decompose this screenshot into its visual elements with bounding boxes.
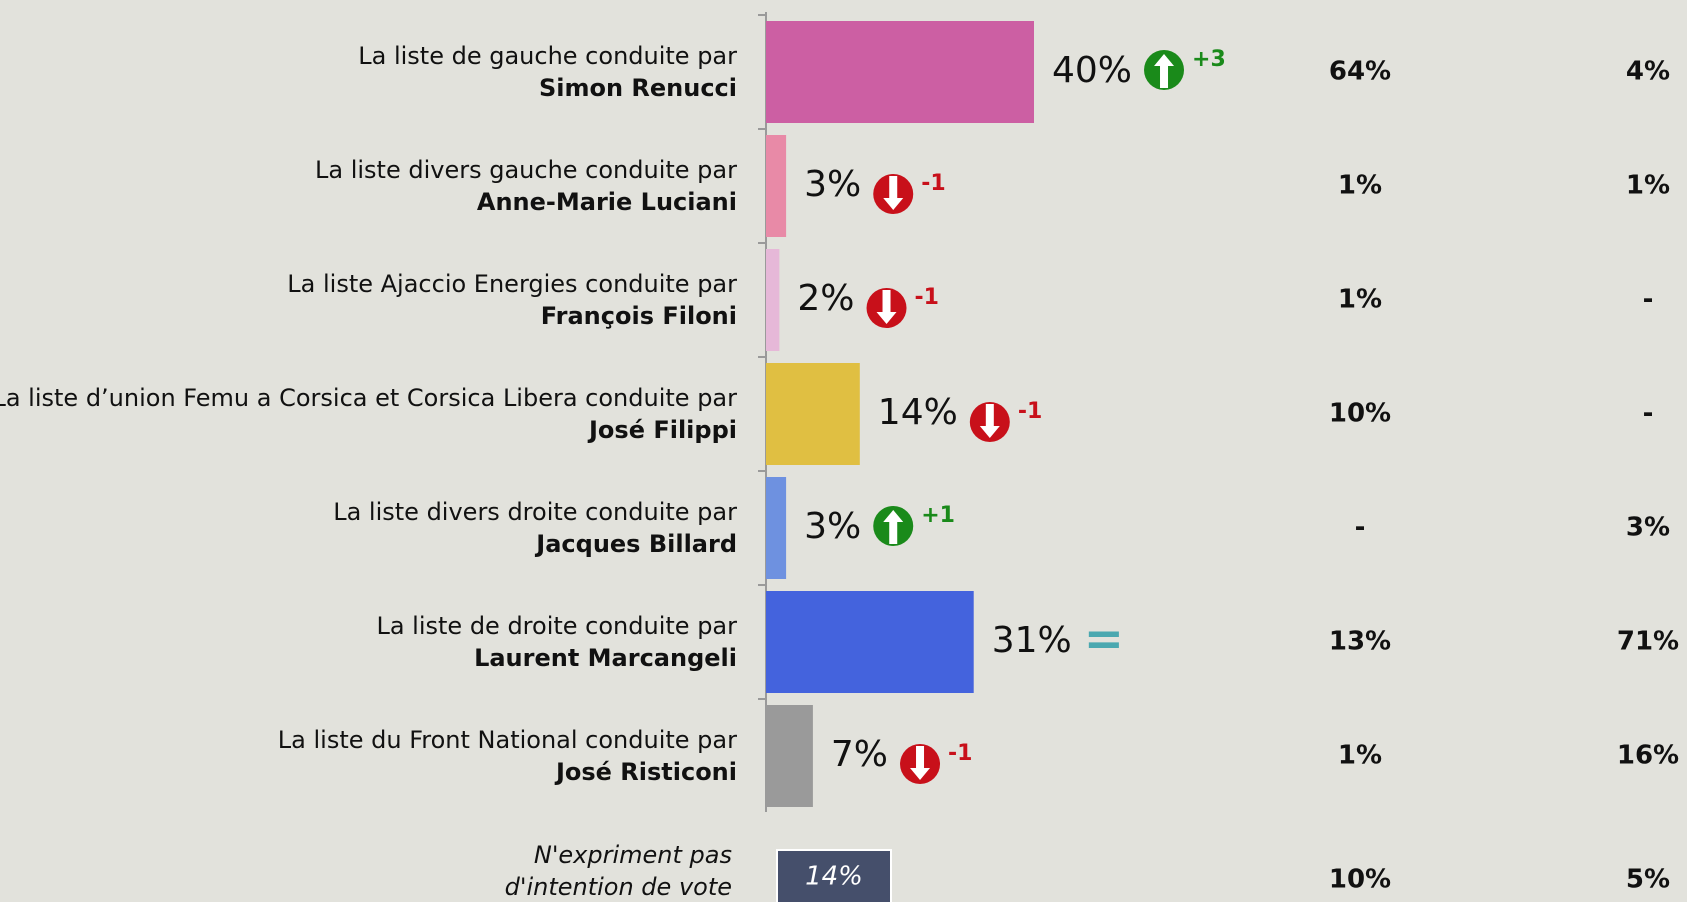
- value-label: 14%: [878, 392, 958, 433]
- column-2-value: 1%: [1626, 171, 1670, 201]
- change-icon: [900, 744, 941, 784]
- category-name: Jacques Billard: [534, 530, 737, 558]
- change-icon: [1144, 50, 1185, 90]
- category-prefix: La liste divers droite conduite par: [333, 498, 737, 526]
- value-label: 7%: [831, 734, 888, 775]
- category-name: Laurent Marcangeli: [474, 644, 737, 672]
- abstention-label: N'expriment pas: [534, 841, 732, 869]
- category-prefix: La liste du Front National conduite par: [278, 726, 737, 754]
- column-2-value: 71%: [1617, 627, 1679, 657]
- category-prefix: La liste d’union Femu a Corsica et Corsi…: [0, 384, 737, 412]
- column-2-value: 5%: [1626, 865, 1670, 895]
- category-name: François Filoni: [541, 302, 737, 330]
- abstention-box: [776, 849, 892, 902]
- category-prefix: La liste de droite conduite par: [376, 612, 737, 640]
- change-label: +3: [1192, 47, 1226, 72]
- change-icon: [873, 174, 914, 214]
- category-prefix: La liste Ajaccio Energies conduite par: [287, 270, 737, 298]
- column-2-value: 4%: [1626, 57, 1670, 87]
- abstention-label: d'intention de vote: [505, 873, 732, 901]
- abstention-value-label: 14%: [805, 862, 863, 892]
- bar: [766, 705, 813, 807]
- category-prefix: La liste divers gauche conduite par: [315, 156, 737, 184]
- change-icon: [969, 402, 1010, 442]
- change-icon: [866, 288, 907, 328]
- value-label: 2%: [797, 278, 854, 319]
- column-1-value: -: [1355, 513, 1366, 543]
- change-label: =: [1084, 611, 1124, 667]
- category-name: Anne-Marie Luciani: [477, 188, 737, 216]
- column-1-value: 10%: [1329, 865, 1391, 895]
- column-1-value: 1%: [1338, 171, 1382, 201]
- column-1-value: 1%: [1338, 741, 1382, 771]
- change-label: +1: [921, 503, 955, 528]
- column-2-value: -: [1643, 399, 1654, 429]
- column-1-value: 1%: [1338, 285, 1382, 315]
- value-label: 31%: [992, 620, 1072, 661]
- bar: [766, 363, 860, 465]
- category-name: Simon Renucci: [539, 74, 737, 102]
- column-1-value: 64%: [1329, 57, 1391, 87]
- change-label: -1: [1018, 399, 1042, 424]
- column-1-value: 10%: [1329, 399, 1391, 429]
- change-label: -1: [915, 285, 939, 310]
- column-2-value: -: [1643, 285, 1654, 315]
- column-1-value: 13%: [1329, 627, 1391, 657]
- bar: [766, 249, 780, 351]
- bar: [766, 591, 974, 693]
- column-2-value: 16%: [1617, 741, 1679, 771]
- bar: [766, 21, 1034, 123]
- change-label: -1: [921, 171, 945, 196]
- bar: [766, 135, 787, 237]
- column-2-value: 3%: [1626, 513, 1670, 543]
- value-label: 3%: [804, 164, 861, 205]
- value-label: 40%: [1052, 50, 1132, 91]
- bar: [766, 477, 787, 579]
- category-name: José Filippi: [587, 416, 737, 444]
- change-label: -1: [948, 741, 972, 766]
- category-prefix: La liste de gauche conduite par: [358, 42, 737, 70]
- category-name: José Risticoni: [554, 758, 737, 786]
- change-icon: [873, 506, 914, 546]
- value-label: 3%: [804, 506, 861, 547]
